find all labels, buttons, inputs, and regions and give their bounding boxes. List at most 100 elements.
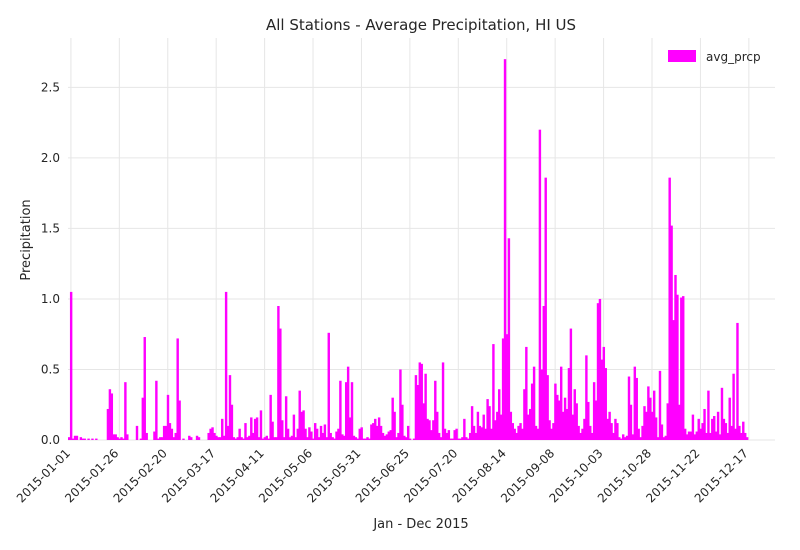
bar xyxy=(670,225,673,440)
bar xyxy=(494,420,497,440)
bar xyxy=(381,432,385,440)
bar xyxy=(275,437,278,440)
bar xyxy=(106,408,110,440)
bar xyxy=(573,389,576,440)
bar xyxy=(430,430,433,440)
bar xyxy=(352,435,356,440)
bar xyxy=(168,423,172,440)
bar xyxy=(558,400,561,440)
bar xyxy=(395,437,398,440)
bar xyxy=(639,437,642,440)
bar xyxy=(674,274,677,440)
bar xyxy=(587,401,590,440)
bar xyxy=(341,434,344,440)
bar xyxy=(563,397,567,440)
bar xyxy=(331,437,334,440)
bar xyxy=(374,418,377,440)
bar xyxy=(242,438,245,440)
bar xyxy=(738,425,741,440)
bar xyxy=(182,438,185,440)
bar xyxy=(188,435,191,440)
bar xyxy=(333,438,336,440)
bar xyxy=(744,432,747,440)
bar xyxy=(571,414,575,440)
bar xyxy=(734,428,737,440)
bar xyxy=(598,298,602,440)
bar xyxy=(592,382,596,440)
bar xyxy=(509,411,513,440)
bar xyxy=(732,373,735,440)
bar xyxy=(292,414,296,440)
bar xyxy=(304,428,307,440)
bar xyxy=(540,369,544,440)
bar xyxy=(190,437,193,440)
bar xyxy=(244,423,247,440)
bar xyxy=(176,338,179,440)
bar xyxy=(306,437,309,440)
bar xyxy=(499,414,503,440)
bar xyxy=(437,432,441,440)
bar xyxy=(416,384,420,440)
bar xyxy=(370,424,373,440)
bar xyxy=(633,366,637,440)
bar xyxy=(649,397,652,440)
bar xyxy=(745,437,749,440)
y-tick-label: 2.0 xyxy=(41,151,60,165)
bar xyxy=(519,423,522,440)
bar xyxy=(337,428,340,440)
bar xyxy=(621,434,625,440)
bar xyxy=(422,403,425,440)
bar xyxy=(436,411,439,440)
bar xyxy=(358,428,361,440)
bar xyxy=(455,428,458,440)
bar xyxy=(461,437,464,440)
bar xyxy=(263,437,267,440)
bar xyxy=(401,404,404,440)
bar xyxy=(447,430,451,440)
bar xyxy=(335,431,338,440)
legend-label: avg_prcp xyxy=(706,50,761,64)
bar xyxy=(726,432,729,440)
bar xyxy=(517,425,520,440)
bar xyxy=(284,396,288,440)
bar xyxy=(75,435,79,440)
bar xyxy=(397,432,400,440)
bar xyxy=(685,434,689,440)
bar xyxy=(635,377,638,440)
bar xyxy=(482,414,485,440)
bar xyxy=(515,432,518,440)
bar xyxy=(453,430,456,440)
bar xyxy=(118,438,121,440)
bar xyxy=(226,425,230,440)
bar xyxy=(687,431,691,440)
bar xyxy=(139,438,143,440)
bar xyxy=(567,368,571,440)
bar xyxy=(600,359,604,440)
bar xyxy=(145,432,148,440)
bar xyxy=(585,355,588,440)
bar xyxy=(623,437,627,440)
bar xyxy=(618,437,621,440)
bar xyxy=(348,417,352,440)
bar xyxy=(221,418,224,440)
bar xyxy=(408,438,412,440)
bar xyxy=(300,411,303,440)
bar xyxy=(362,438,365,440)
bar xyxy=(391,397,394,440)
bar xyxy=(116,437,119,440)
bar xyxy=(389,430,392,440)
bar xyxy=(366,437,369,440)
bar xyxy=(259,410,263,440)
bar xyxy=(569,328,573,440)
y-tick-label: 2.5 xyxy=(41,80,60,94)
bar xyxy=(476,411,480,440)
bar xyxy=(350,382,354,440)
bar xyxy=(271,421,274,440)
bar xyxy=(445,432,449,440)
y-tick-label: 0.5 xyxy=(41,362,60,376)
bar xyxy=(71,438,75,440)
bar xyxy=(377,417,381,440)
bar xyxy=(468,432,472,440)
bar xyxy=(521,428,524,440)
bar xyxy=(224,291,228,440)
